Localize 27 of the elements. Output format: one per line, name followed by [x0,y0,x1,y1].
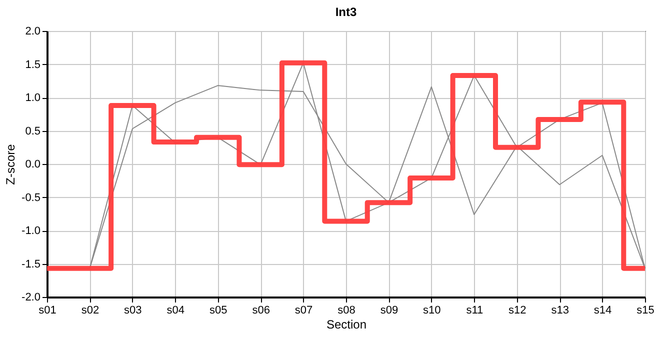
x-tick-label: s06 [252,304,270,316]
x-tick-label: s09 [380,304,398,316]
x-tick-label: s13 [551,304,569,316]
y-tick-label: -1.0 [22,225,40,237]
x-tick-label: s11 [466,304,484,316]
y-tick-label: -2.0 [22,292,40,304]
x-tick-label: s10 [423,304,441,316]
x-tick-label: s08 [338,304,356,316]
x-tick-label: s15 [636,304,654,316]
x-tick-label: s03 [124,304,142,316]
y-tick-label: -0.5 [22,192,40,204]
x-tick-label: s01 [38,304,56,316]
y-tick-label: -1.5 [22,258,40,270]
chart-title: Int3 [335,5,357,19]
x-axis-title: Section [326,318,367,332]
x-tick-label: s02 [81,304,100,316]
x-tick-label: s12 [508,304,526,316]
x-tick-label: s07 [294,304,313,316]
y-tick-label: 1.0 [25,92,40,104]
x-tick-label: s04 [166,304,185,316]
y-tick-label: 2.0 [25,26,40,38]
y-tick-label: 0.0 [25,158,40,170]
x-tick-label: s05 [209,304,228,316]
y-tick-label: 1.5 [25,58,40,71]
y-tick-label: 0.5 [25,125,40,138]
x-tick-label: s14 [594,304,612,316]
y-axis-title: Z-score [4,144,18,185]
